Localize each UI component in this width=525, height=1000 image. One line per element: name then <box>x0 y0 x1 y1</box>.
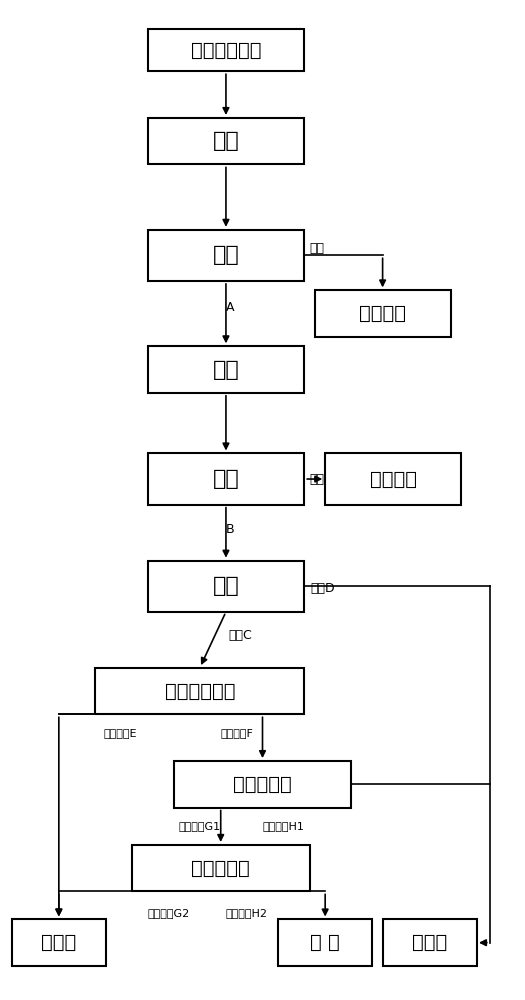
Text: 螺旋溜槽重选: 螺旋溜槽重选 <box>164 682 235 701</box>
FancyBboxPatch shape <box>148 453 304 505</box>
Text: 磁力脱水槽: 磁力脱水槽 <box>233 775 292 794</box>
Text: 滤液: 滤液 <box>310 242 324 255</box>
Text: 脱泥: 脱泥 <box>213 576 239 596</box>
Text: 碱浸: 碱浸 <box>213 131 239 151</box>
Text: 过滤: 过滤 <box>213 245 239 265</box>
Text: 重选精矿E: 重选精矿E <box>103 728 136 738</box>
Text: B: B <box>226 523 235 536</box>
FancyBboxPatch shape <box>383 919 477 966</box>
Text: 过滤: 过滤 <box>213 469 239 489</box>
FancyBboxPatch shape <box>325 453 461 505</box>
Text: 钒钛磁铁精矿: 钒钛磁铁精矿 <box>191 41 261 60</box>
Text: 尾 矿: 尾 矿 <box>310 933 340 952</box>
FancyBboxPatch shape <box>148 29 304 71</box>
Text: 回收利用: 回收利用 <box>370 470 416 489</box>
Text: 筒式磁选机: 筒式磁选机 <box>191 859 250 878</box>
FancyBboxPatch shape <box>132 845 310 891</box>
FancyBboxPatch shape <box>96 668 304 714</box>
Text: 回收利用: 回收利用 <box>359 304 406 323</box>
FancyBboxPatch shape <box>12 919 106 966</box>
Text: 铁精矿: 铁精矿 <box>41 933 77 952</box>
Text: 磁选尾矿H1: 磁选尾矿H1 <box>262 821 304 831</box>
Text: 磁选精矿G1: 磁选精矿G1 <box>179 821 221 831</box>
FancyBboxPatch shape <box>148 561 304 612</box>
Text: 钛精矿: 钛精矿 <box>412 933 447 952</box>
Text: 沉砂C: 沉砂C <box>228 629 253 642</box>
Text: 重选尾矿F: 重选尾矿F <box>220 728 254 738</box>
FancyBboxPatch shape <box>148 230 304 281</box>
Text: 磁选尾矿H2: 磁选尾矿H2 <box>226 908 268 918</box>
FancyBboxPatch shape <box>174 761 351 808</box>
Text: 酸洗: 酸洗 <box>213 360 239 380</box>
Text: A: A <box>226 301 235 314</box>
Text: 滤液: 滤液 <box>310 473 324 486</box>
Text: 溢流D: 溢流D <box>311 582 335 595</box>
FancyBboxPatch shape <box>278 919 372 966</box>
FancyBboxPatch shape <box>148 346 304 393</box>
FancyBboxPatch shape <box>314 290 450 337</box>
Text: 磁选精矿G2: 磁选精矿G2 <box>148 908 190 918</box>
FancyBboxPatch shape <box>148 118 304 164</box>
